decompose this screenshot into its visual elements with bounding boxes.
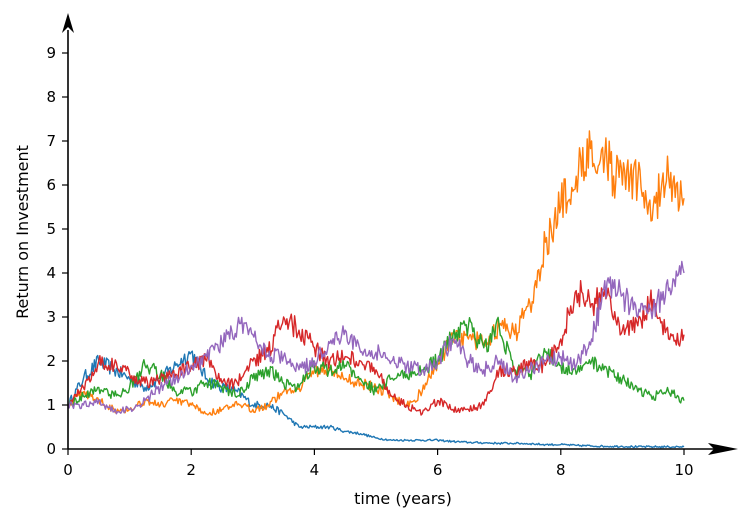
y-tick-label: 0: [46, 440, 56, 458]
x-axis-arrow-icon: [708, 443, 738, 455]
series-line-3: [67, 316, 685, 409]
series-line-5: [67, 260, 685, 415]
y-tick-label: 2: [46, 352, 56, 370]
y-tick-label: 6: [46, 176, 56, 194]
series-line-2: [67, 130, 685, 416]
y-tick-label: 8: [46, 88, 56, 106]
y-axis-arrow-icon: [62, 13, 74, 33]
x-axis-label: time (years): [354, 489, 452, 508]
series-line-4: [67, 280, 685, 416]
x-tick-label: 0: [63, 461, 73, 479]
y-tick-label: 1: [46, 396, 56, 414]
y-tick-label: 3: [46, 308, 56, 326]
y-tick-label: 5: [46, 220, 56, 238]
axes: 0 2 4 6 8 10 0 1 2 3 4 5 6 7 8 9: [46, 13, 738, 479]
x-tick-label: 2: [186, 461, 196, 479]
series-line-1: [67, 350, 685, 449]
y-axis-label: Return on Investment: [13, 145, 32, 319]
y-tick-label: 4: [46, 264, 56, 282]
y-tick-label: 7: [46, 132, 56, 150]
y-tick-label: 9: [46, 44, 56, 62]
x-tick-label: 6: [433, 461, 443, 479]
x-tick-label: 10: [674, 461, 693, 479]
series-lines: [67, 130, 685, 449]
x-tick-label: 4: [310, 461, 320, 479]
x-tick-label: 8: [556, 461, 566, 479]
